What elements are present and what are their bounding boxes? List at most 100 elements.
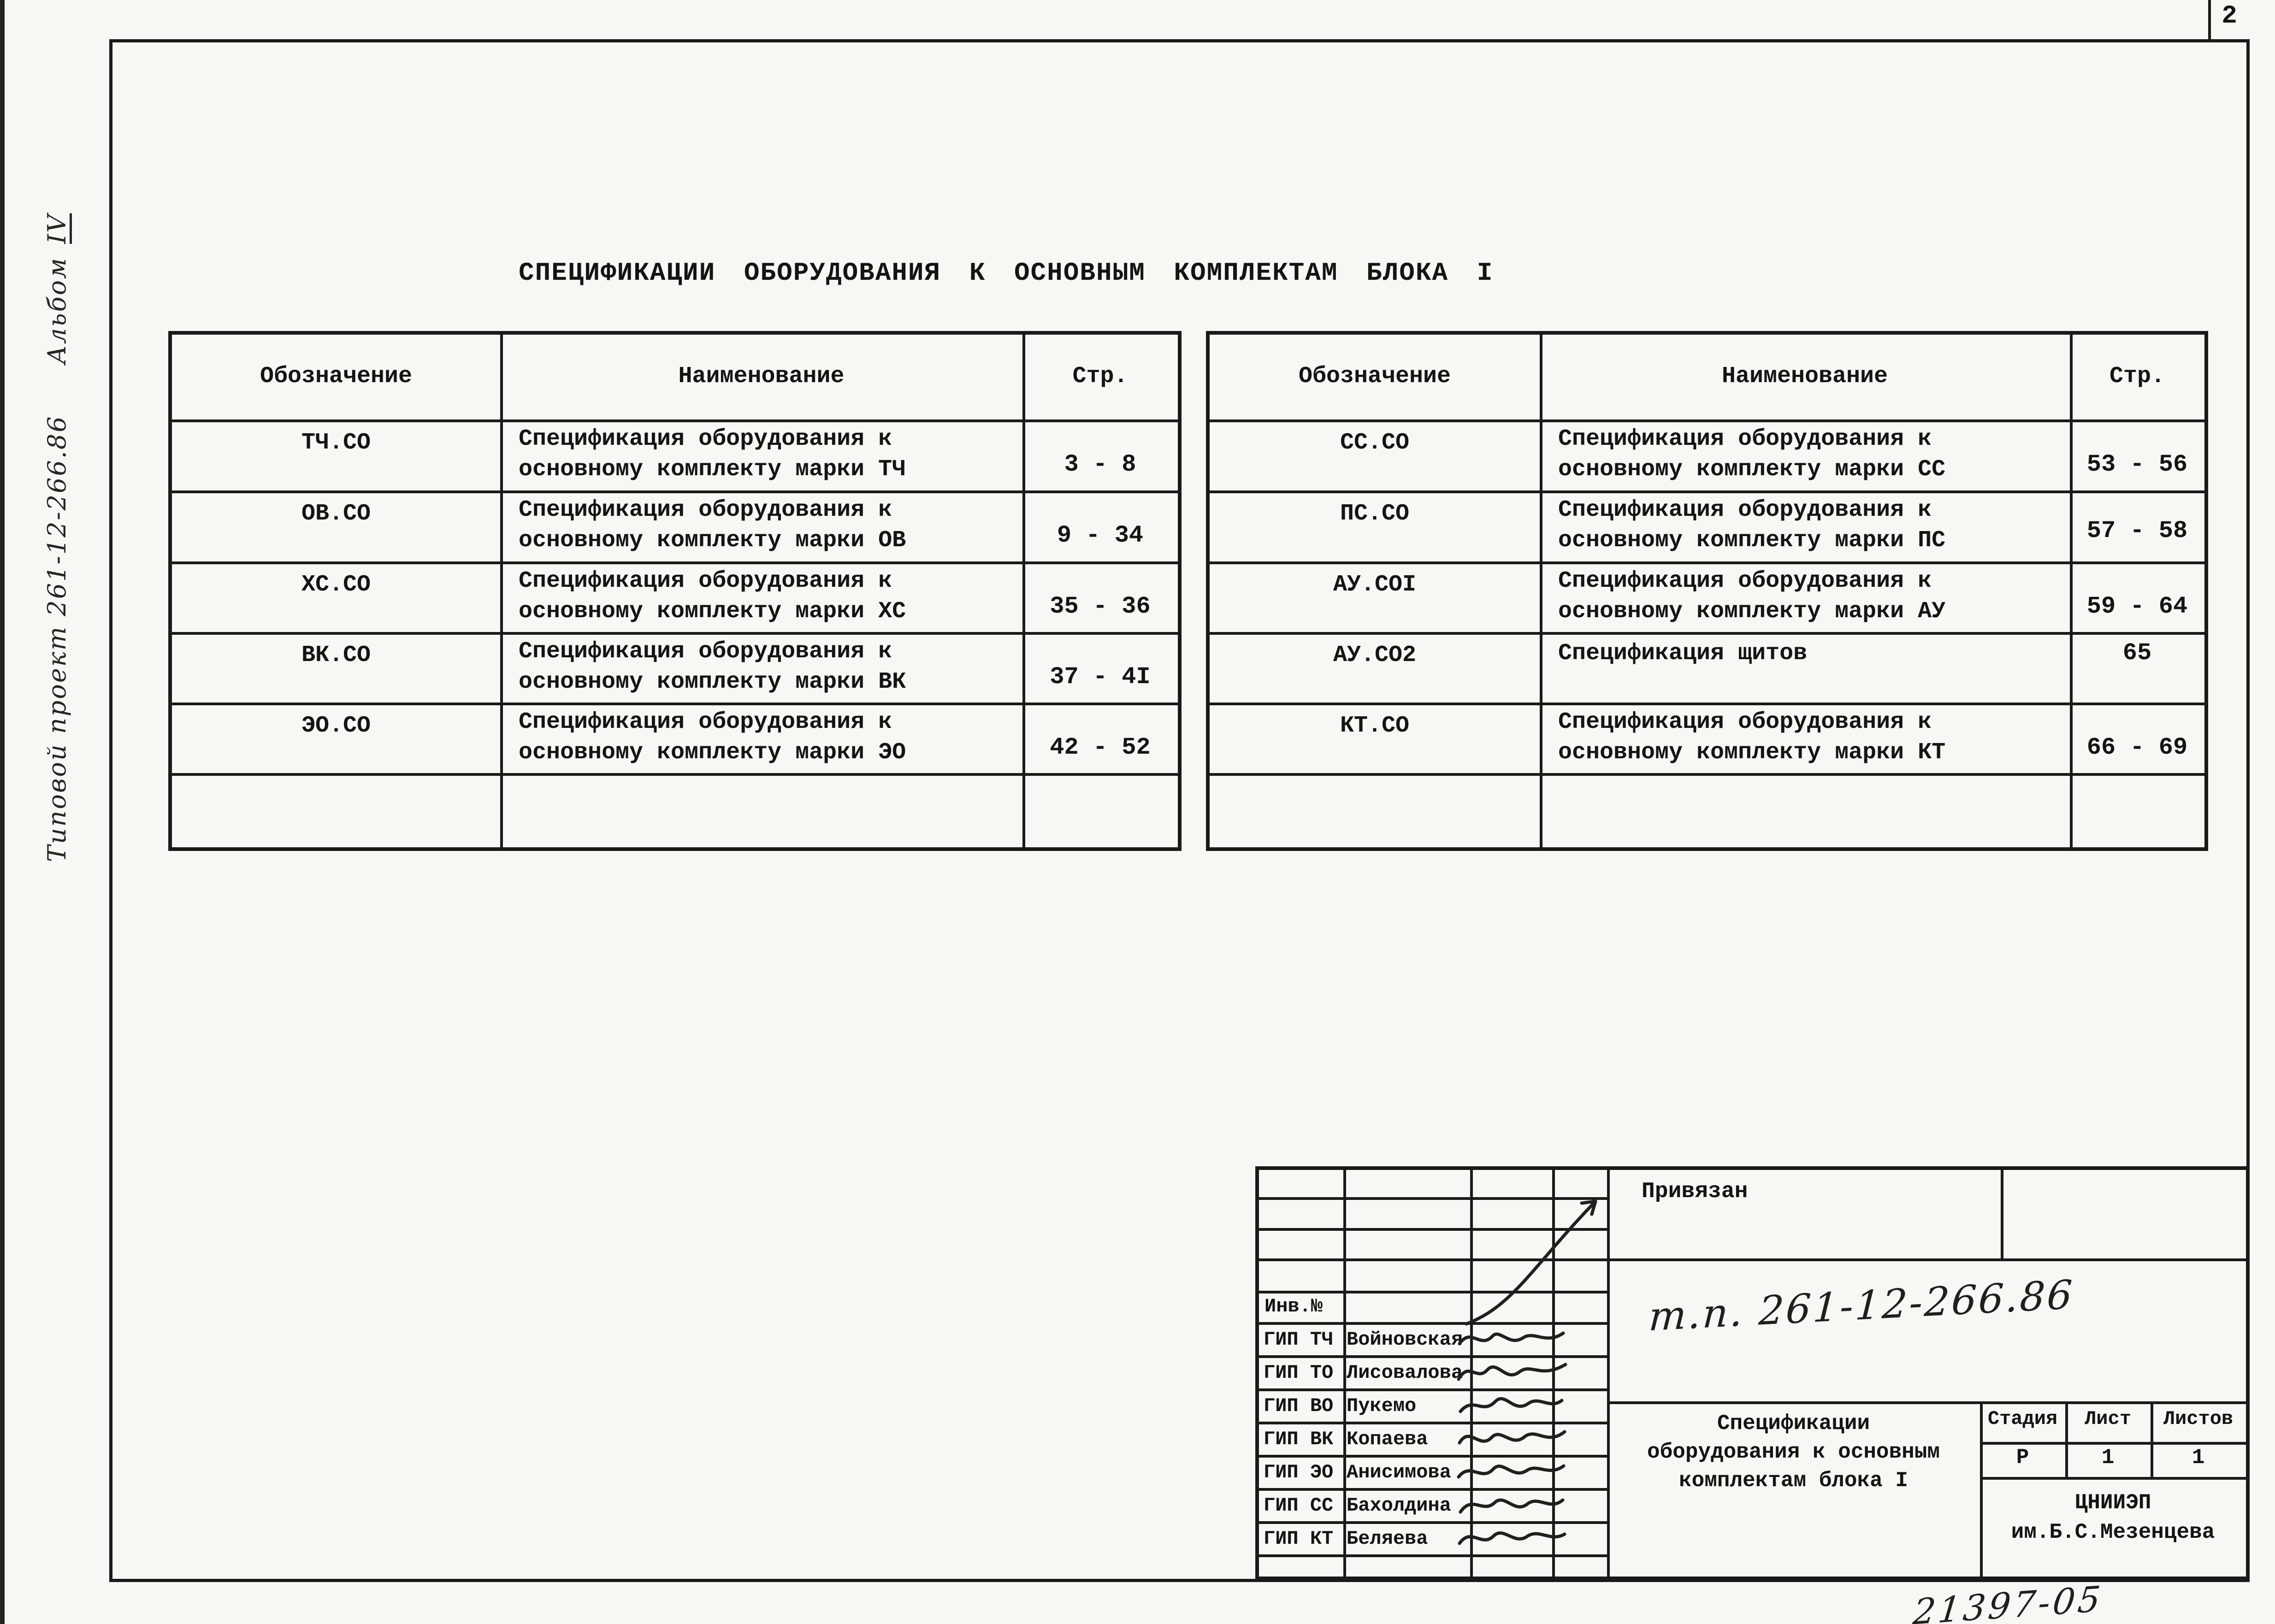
signature-role: ГИП ТЧ — [1264, 1329, 1334, 1351]
cell-pages: 37 - 4I — [1050, 663, 1151, 691]
grid-line — [172, 703, 1178, 705]
cell-pages: 65 — [2122, 639, 2152, 667]
grid-line — [2070, 335, 2073, 847]
cell-designation: ТЧ.СО — [301, 430, 371, 456]
cell-pages: 59 - 64 — [2086, 593, 2188, 620]
cell-name-line2: основному комплекту марки ПС — [1558, 527, 1946, 554]
stage-header-cell: Стадия — [1987, 1408, 2058, 1430]
signature-scribble — [1459, 1498, 1565, 1514]
col-header-name: Наименование — [678, 363, 845, 390]
cell-designation: АУ.СО2 — [1333, 642, 1417, 668]
signature-role: ГИП СС — [1264, 1494, 1334, 1517]
cell-designation: ПС.СО — [1340, 501, 1410, 527]
grid-line — [1210, 703, 2204, 705]
title-block: Привязан т.п. 261-12-266.86 Инв.№ ГИП ТЧ… — [1255, 1166, 2250, 1580]
margin-note: Типовой проект 261-12-266.86 Альбом IV — [42, 124, 71, 862]
grid-line — [1210, 419, 2204, 422]
sheets-value-cell: 1 — [2192, 1446, 2205, 1470]
grid-line — [1259, 1228, 1607, 1231]
stamp-binding-label: Привязан — [1642, 1179, 1748, 1204]
signature-role: ГИП ЭО — [1264, 1461, 1334, 1483]
cell-name-line1: Спецификация оборудования к — [519, 638, 892, 665]
cell-name-line1: Спецификация оборудования к — [519, 568, 892, 594]
stamp-project-number: т.п. 261-12-266.86 — [1648, 1271, 2075, 1341]
grid-line — [1552, 1170, 1555, 1577]
grid-line — [1980, 1442, 2246, 1445]
signature-name: Беляева — [1347, 1528, 1428, 1550]
cell-pages: 35 - 36 — [1050, 593, 1151, 620]
grid-line — [1259, 1521, 1607, 1524]
grid-line — [2065, 1401, 2068, 1477]
cell-name-line1: Спецификация оборудования к — [1558, 709, 1932, 735]
grid-line — [1259, 1388, 1607, 1391]
margin-album-text: Альбом — [42, 257, 71, 365]
col-header-designation: Обозначение — [1298, 363, 1451, 390]
grid-line — [1259, 1258, 1607, 1261]
frame-line-right — [2246, 39, 2250, 1582]
inv-number-label: Инв.№ — [1265, 1295, 1323, 1317]
grid-line — [2001, 1170, 2003, 1258]
cell-name-line2: основному комплекту марки СС — [1558, 456, 1946, 483]
cell-name-line1: Спецификация щитов — [1558, 640, 1808, 667]
frame-line-left — [109, 39, 112, 1582]
grid-line — [1259, 1197, 1607, 1200]
grid-line — [172, 561, 1178, 564]
org-name-line1: ЦНИИЭП — [2074, 1491, 2151, 1515]
cell-pages: 9 - 34 — [1057, 522, 1144, 549]
margin-project-text: Типовой проект 261-12-266.86 — [42, 415, 71, 862]
signature-name: Анисимова — [1347, 1461, 1451, 1483]
grid-line — [172, 632, 1178, 635]
cell-designation: АУ.СОI — [1333, 572, 1417, 598]
cell-pages: 57 - 58 — [2086, 517, 2188, 544]
grid-line — [1210, 490, 2204, 493]
grid-line — [1540, 335, 1542, 847]
grid-line — [1980, 1477, 2246, 1480]
grid-line — [1259, 1322, 1607, 1325]
grid-line — [1210, 632, 2204, 635]
grid-line — [1980, 1401, 1983, 1577]
cell-designation: ЭО.СО — [301, 713, 371, 739]
signature-scribble — [1457, 1464, 1566, 1479]
signature-name: Копаева — [1347, 1428, 1428, 1450]
frame-line-top — [109, 39, 2250, 42]
margin-album-number: IV — [42, 213, 71, 244]
sheet-number-box-line — [2208, 0, 2211, 42]
sheet-value-cell: 1 — [2101, 1446, 2115, 1470]
cell-name-line1: Спецификация оборудования к — [1558, 497, 1932, 523]
grid-line — [1259, 1422, 1607, 1424]
col-header-pages: Стр. — [1072, 363, 1128, 390]
signature-name: Лисовалова — [1347, 1362, 1463, 1384]
grid-line — [1259, 1291, 1607, 1293]
col-header-designation: Обозначение — [260, 363, 413, 390]
cell-name-line2: основному комплекту марки ВК — [519, 669, 906, 695]
col-header-name: Наименование — [1721, 363, 1888, 390]
cell-name-line1: Спецификация оборудования к — [519, 709, 892, 735]
cell-name-line2: основному комплекту марки ЭО — [519, 739, 906, 766]
sheets-header-cell: Листов — [2163, 1408, 2234, 1430]
grid-line — [172, 773, 1178, 776]
signature-scribble — [1459, 1397, 1564, 1413]
signature-scribble — [1458, 1531, 1566, 1545]
signature-scribble — [1458, 1430, 1566, 1445]
signature-role: ГИП ВО — [1264, 1395, 1334, 1417]
spec-table-left: Обозначение Наименование Стр. ТЧ.СО Спец… — [168, 331, 1182, 851]
cell-name-line1: Спецификация оборудования к — [519, 426, 892, 452]
grid-line — [1607, 1401, 2246, 1404]
signature-flourish — [1465, 1199, 1597, 1326]
cell-designation: ХС.СО — [301, 572, 371, 598]
stamp-doc-title-line1: Спецификации — [1717, 1411, 1870, 1435]
signature-scribble — [1458, 1331, 1565, 1346]
cell-name-line2: основному комплекту марки КТ — [1558, 739, 1946, 766]
cell-designation: ВК.СО — [301, 642, 371, 668]
cell-name-line2: основному комплекту марки ОВ — [519, 527, 906, 554]
page-title: СПЕЦИФИКАЦИИ ОБОРУДОВАНИЯ К ОСНОВНЫМ КОМ… — [519, 258, 1494, 288]
grid-line — [172, 490, 1178, 493]
grid-line — [1210, 773, 2204, 776]
sheet-header-cell: Лист — [2085, 1408, 2131, 1430]
cell-designation: ОВ.СО — [301, 501, 371, 527]
org-name-line2: им.Б.С.Мезенцева — [2011, 1520, 2215, 1544]
grid-line — [1259, 1455, 1607, 1458]
stage-value-cell: Р — [2016, 1446, 2029, 1470]
grid-line — [1259, 1488, 1607, 1491]
